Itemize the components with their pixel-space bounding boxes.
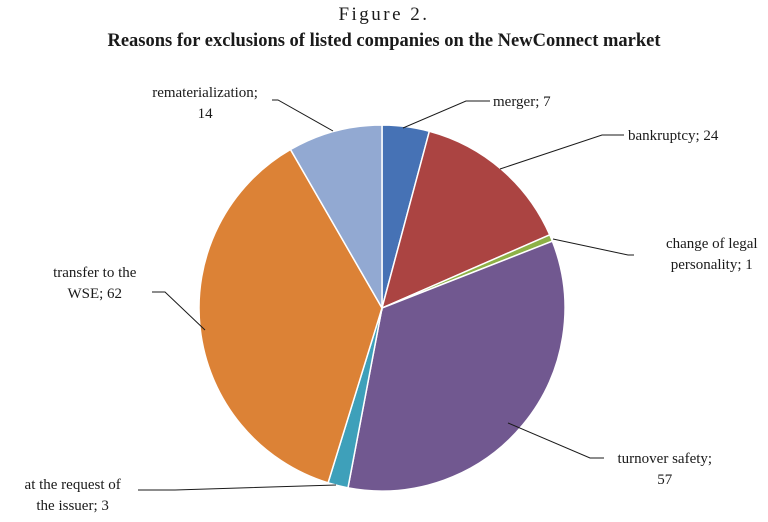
pie-slice-turnover-safety	[347, 240, 566, 492]
slice-label-rematerialization: rematerialization; 14	[152, 85, 258, 122]
pie-slice-bankruptcy	[380, 130, 551, 310]
leader-line-merger	[402, 100, 490, 129]
leader-line-rematerialization	[272, 99, 334, 132]
pie-slice-transfer-to-the-wse	[198, 148, 383, 484]
slice-label-transfer-to-the-wse: transfer to the WSE; 62	[53, 265, 137, 302]
leader-line-change-of-legal-personality	[552, 238, 634, 256]
pie-slices	[198, 124, 566, 492]
leader-line-turnover-safety	[507, 422, 604, 459]
leader-line-bankruptcy	[499, 134, 624, 170]
leader-lines	[138, 99, 634, 491]
leader-line-at-the-request-of-the-issuer	[138, 484, 337, 491]
slice-labels: merger; 7 bankruptcy; 24 change of legal pe…	[25, 85, 758, 514]
slice-label-turnover-safety: turnover safety; 57	[618, 451, 713, 488]
pie-slice-rematerialization	[289, 124, 383, 311]
slice-label-at-the-request-of-the-issuer: at the request of the issuer; 3	[25, 477, 121, 514]
slice-label-change-of-legal-personality: change of legal personality; 1	[666, 236, 758, 273]
chart-title: Reasons for exclusions of listed compani…	[107, 31, 661, 51]
figure-label: Figure 2.	[338, 4, 430, 25]
slice-label-bankruptcy: bankruptcy; 24	[628, 128, 719, 144]
slice-label-merger: merger; 7	[493, 94, 551, 110]
leader-line-transfer-to-the-wse	[152, 291, 206, 331]
